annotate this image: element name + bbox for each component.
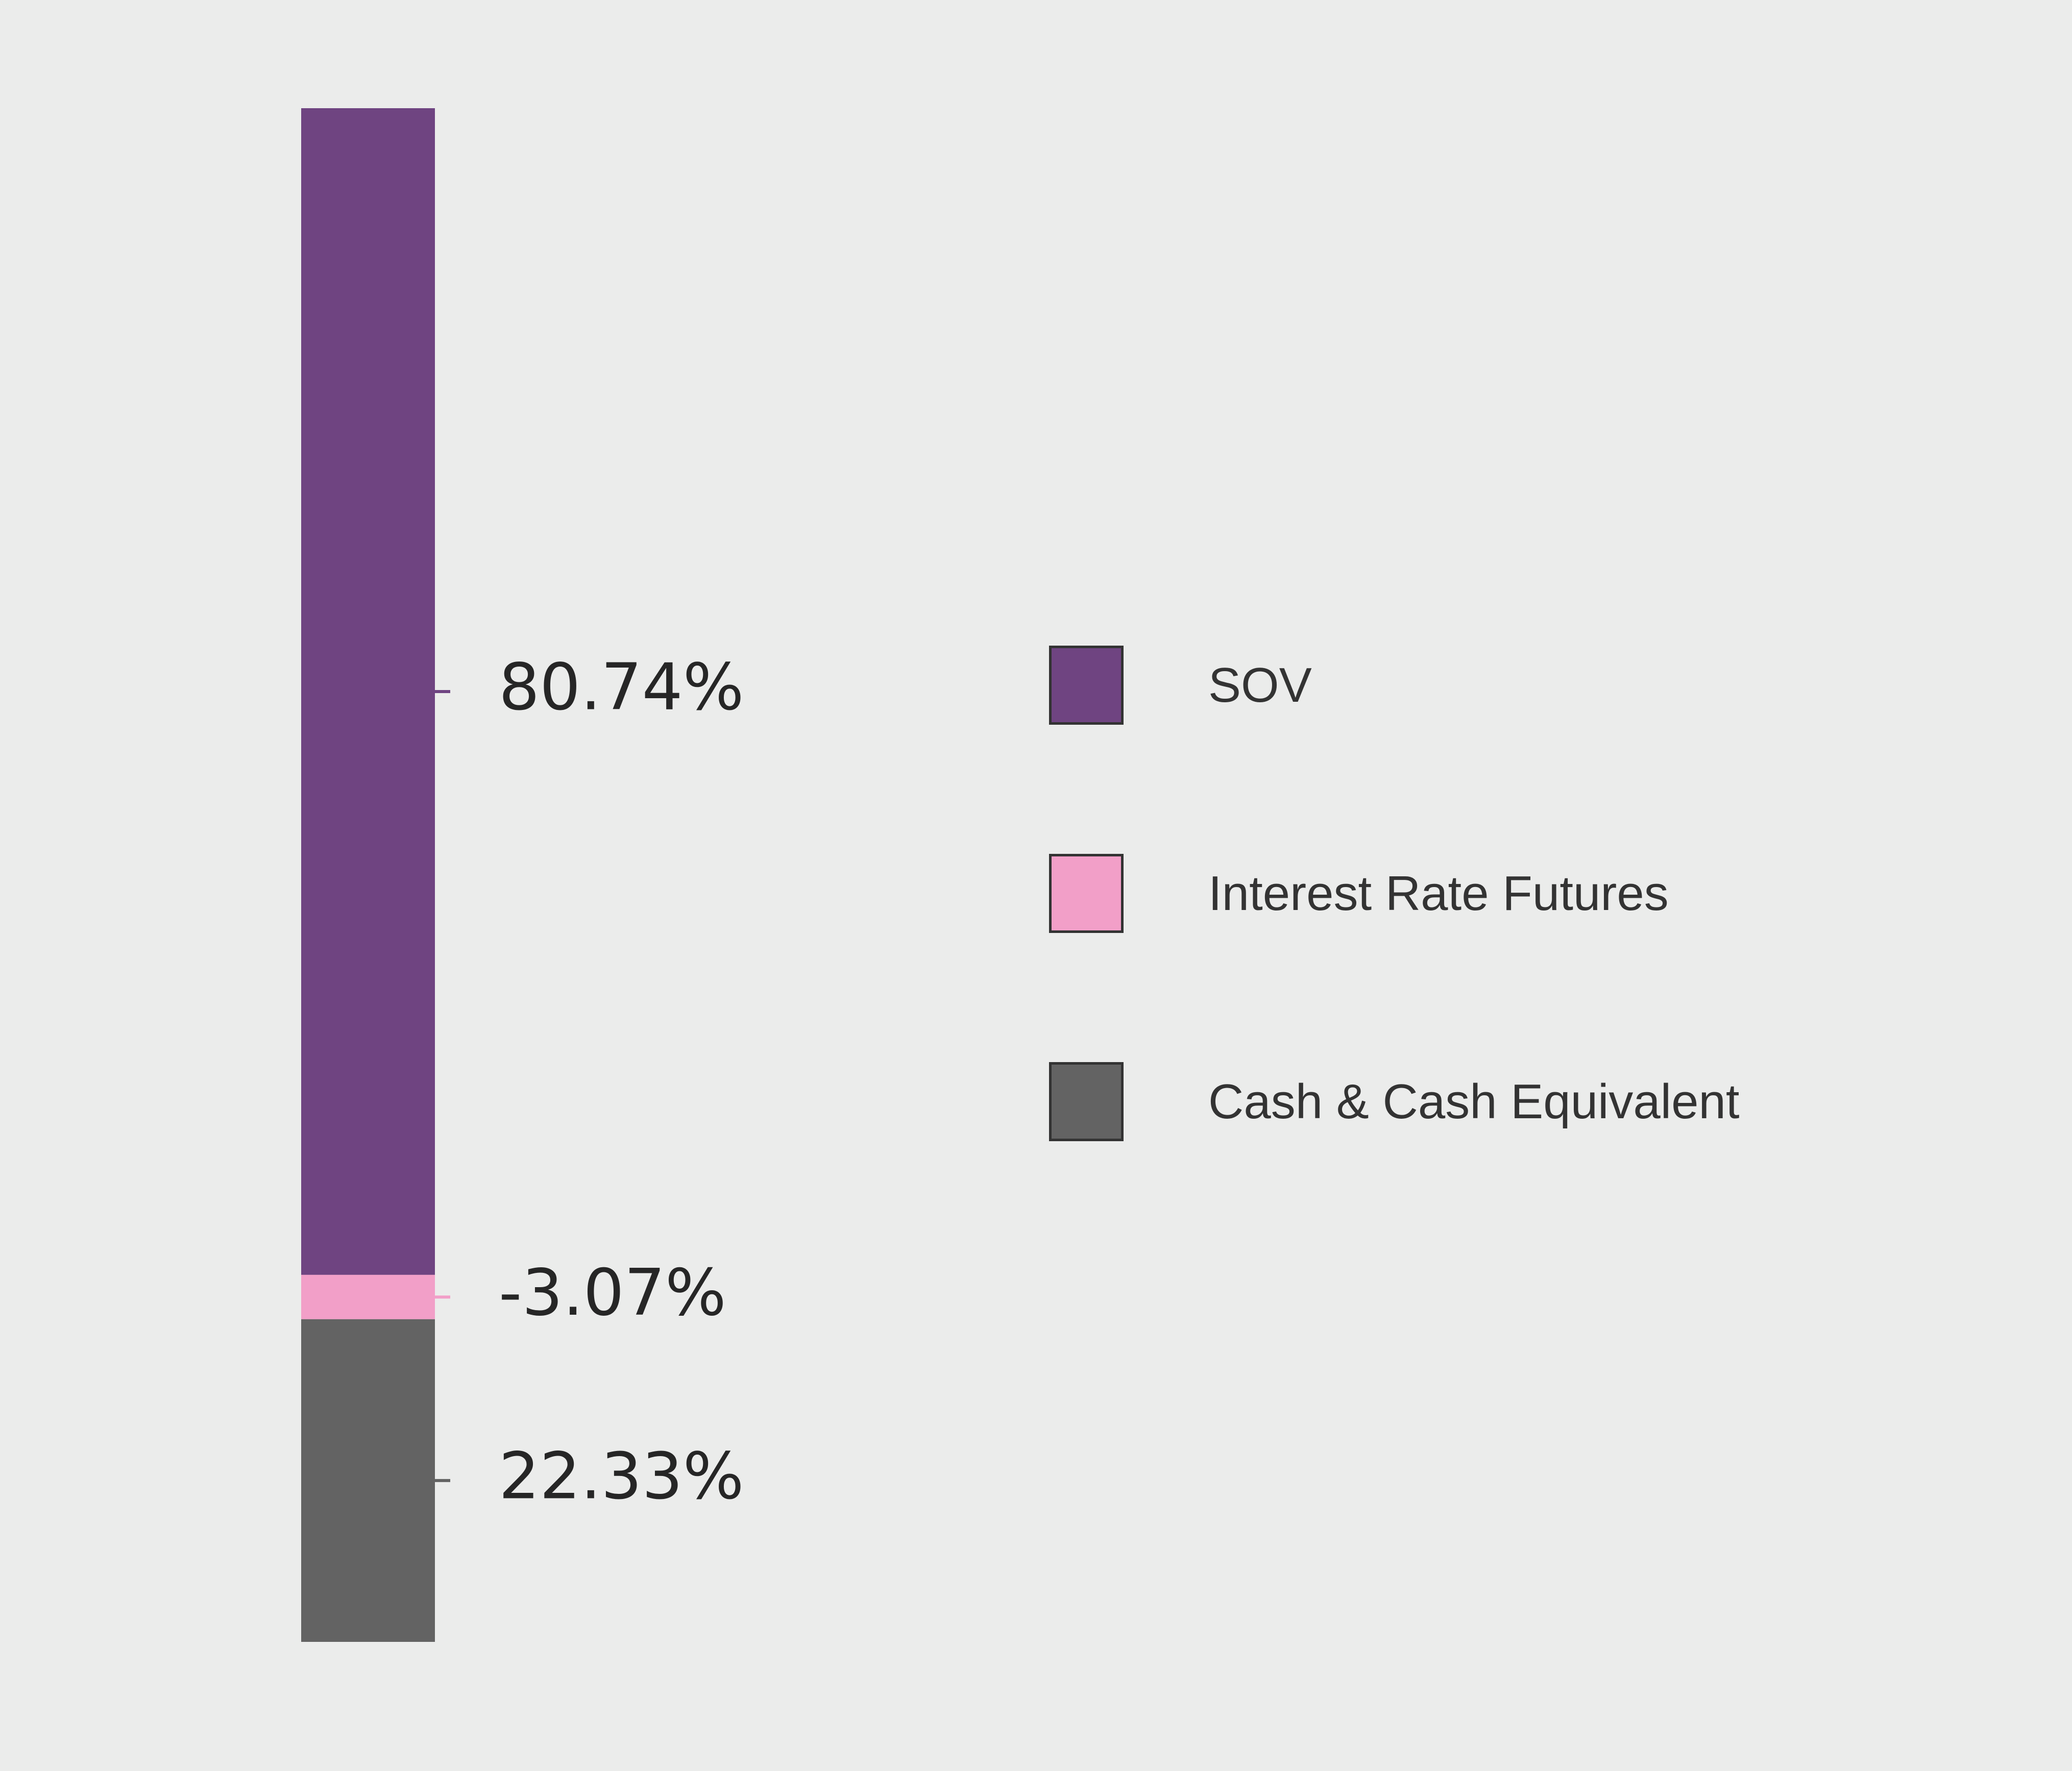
bar-segment-sov bbox=[301, 108, 435, 1275]
legend-swatch-interest-rate-futures bbox=[1049, 854, 1124, 933]
data-label-sov: 80.74% bbox=[499, 650, 744, 725]
legend-swatch-cash-equivalent bbox=[1049, 1062, 1124, 1141]
legend-label-cash-equivalent: Cash & Cash Equivalent bbox=[1208, 1074, 1740, 1129]
legend-label-sov: SOV bbox=[1208, 658, 1312, 712]
legend-label-interest-rate-futures: Interest Rate Futures bbox=[1208, 866, 1669, 921]
legend-swatch-sov bbox=[1049, 646, 1124, 725]
data-label-interest-rate-futures: -3.07% bbox=[499, 1255, 726, 1330]
bar-segment-cash-cash-equivalent bbox=[301, 1319, 435, 1642]
data-label-cash-cash-equivalent: 22.33% bbox=[499, 1439, 744, 1514]
bar-segment-interest-rate-futures bbox=[301, 1274, 435, 1319]
